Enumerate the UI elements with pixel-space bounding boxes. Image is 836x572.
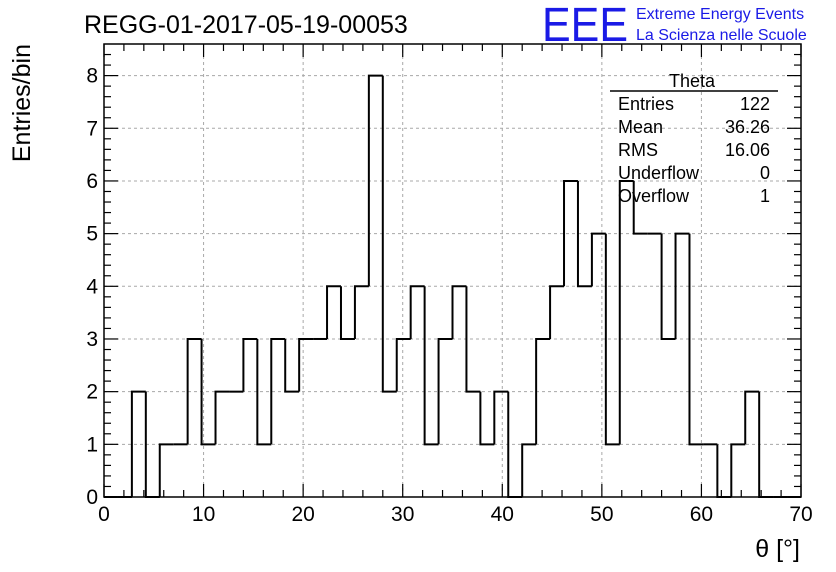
histogram-bin bbox=[395, 337, 411, 392]
logo-line-2: La Scienza nelle Scuole bbox=[636, 27, 807, 44]
stats-value-mean: 36.26 bbox=[725, 117, 770, 137]
stats-label-entries: Entries bbox=[618, 94, 674, 114]
histogram-bin bbox=[298, 337, 314, 392]
eee-logo: EEE Extreme Energy Events La Scienza nel… bbox=[542, 0, 807, 52]
histogram-bin bbox=[270, 337, 286, 445]
histogram-bin bbox=[632, 180, 648, 235]
histogram-bin bbox=[158, 443, 174, 497]
histogram-bin bbox=[367, 74, 383, 287]
histogram-bin bbox=[744, 390, 760, 445]
histogram-bin bbox=[409, 285, 425, 339]
y-tick-label: 0 bbox=[86, 486, 98, 509]
histogram-bin bbox=[688, 233, 704, 446]
stats-value-entries: 122 bbox=[740, 94, 770, 114]
histogram-bin bbox=[590, 232, 606, 287]
y-tick-label: 1 bbox=[86, 433, 98, 456]
stats-label-overflow: Overflow bbox=[618, 186, 690, 206]
stats-title: Theta bbox=[669, 71, 716, 91]
x-axis-title: θ [°] bbox=[755, 535, 800, 563]
histogram-bin bbox=[451, 285, 467, 339]
x-tick-label: 50 bbox=[590, 503, 613, 526]
histogram-bin bbox=[479, 391, 495, 446]
y-tick-label: 2 bbox=[86, 381, 98, 404]
histogram-bin bbox=[521, 443, 537, 497]
stats-value-underflow: 0 bbox=[760, 163, 770, 183]
stats-label-mean: Mean bbox=[618, 117, 663, 137]
y-tick-label: 3 bbox=[86, 328, 98, 351]
y-tick-label: 8 bbox=[86, 65, 98, 88]
stats-label-rms: RMS bbox=[618, 140, 658, 160]
stats-label-underflow: Underflow bbox=[618, 163, 700, 183]
histogram-bin bbox=[549, 285, 565, 339]
histogram-bin bbox=[381, 75, 397, 393]
histogram-bin bbox=[437, 337, 453, 445]
histogram-bin bbox=[256, 338, 272, 446]
x-tick-label: 70 bbox=[789, 503, 812, 526]
stats-box: Theta Entries 122 Mean 36.26 RMS 16.06 U… bbox=[610, 71, 778, 206]
stats-value-overflow: 1 bbox=[760, 186, 770, 206]
histogram-bin bbox=[326, 285, 341, 339]
histogram-bin bbox=[576, 180, 592, 288]
histogram-bin bbox=[716, 444, 732, 498]
histogram-bin bbox=[423, 286, 439, 446]
y-axis-title: Entries/bin bbox=[8, 44, 36, 162]
logo-line-1: Extreme Energy Events bbox=[636, 6, 804, 23]
x-tick-label: 30 bbox=[391, 503, 414, 526]
histogram-bin bbox=[200, 338, 216, 446]
histogram-bin bbox=[493, 390, 509, 445]
stats-value-rms: 16.06 bbox=[725, 140, 770, 160]
histogram-bin bbox=[604, 233, 620, 446]
x-tick-label: 40 bbox=[491, 503, 514, 526]
histogram-bin bbox=[242, 337, 258, 392]
x-tick-label: 60 bbox=[690, 503, 713, 526]
histogram-bin bbox=[186, 337, 202, 445]
histogram-bin bbox=[660, 233, 676, 340]
y-tick-label: 5 bbox=[86, 223, 98, 246]
y-tick-label: 6 bbox=[86, 170, 98, 193]
histogram-bin bbox=[130, 390, 146, 497]
histogram-bin bbox=[214, 390, 230, 445]
histogram-bin bbox=[353, 285, 369, 339]
histogram-bin bbox=[730, 443, 746, 497]
histogram-bin bbox=[618, 179, 634, 445]
histogram-bin bbox=[465, 286, 481, 393]
plot-frame bbox=[103, 43, 802, 498]
run-title: REGG-01-2017-05-19-00053 bbox=[84, 11, 408, 39]
histogram-bin bbox=[674, 232, 690, 339]
x-tick-label: 10 bbox=[192, 503, 215, 526]
y-tick-label: 4 bbox=[86, 275, 98, 298]
histogram-bin bbox=[563, 179, 578, 287]
histogram-bin bbox=[284, 338, 300, 393]
x-tick-label: 0 bbox=[98, 503, 110, 526]
y-tick-label: 7 bbox=[86, 117, 98, 140]
grid-layer bbox=[104, 44, 801, 497]
x-tick-label: 20 bbox=[291, 503, 314, 526]
tick-layer bbox=[103, 44, 802, 498]
histogram-bin bbox=[535, 337, 551, 445]
histogram-bin bbox=[339, 286, 355, 340]
